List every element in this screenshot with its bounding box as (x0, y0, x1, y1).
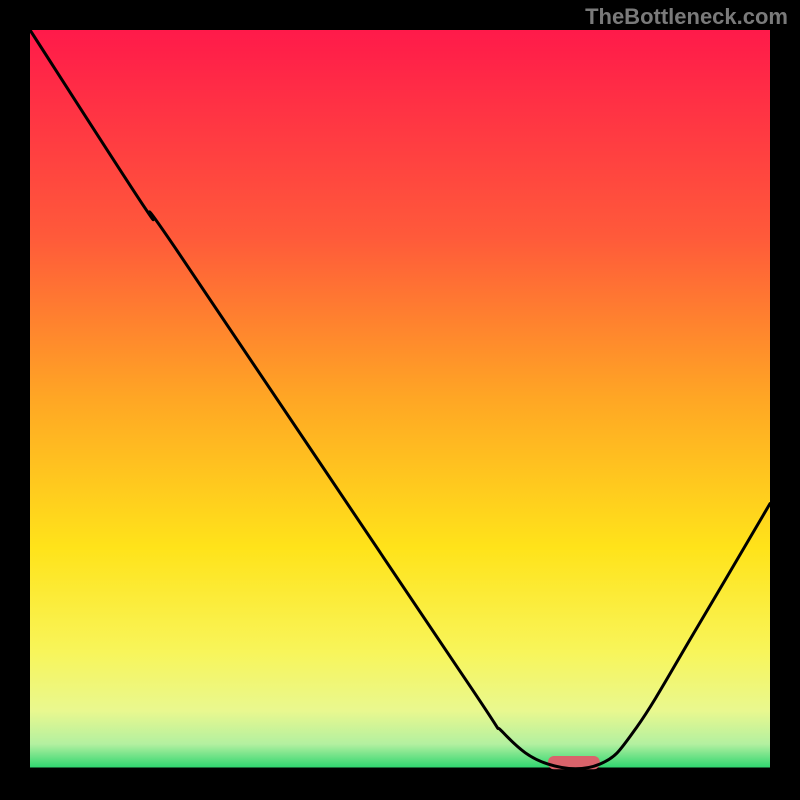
bottleneck-chart (0, 0, 800, 800)
chart-container: { "watermark": { "text": "TheBottleneck.… (0, 0, 800, 800)
watermark-text: TheBottleneck.com (585, 4, 788, 30)
